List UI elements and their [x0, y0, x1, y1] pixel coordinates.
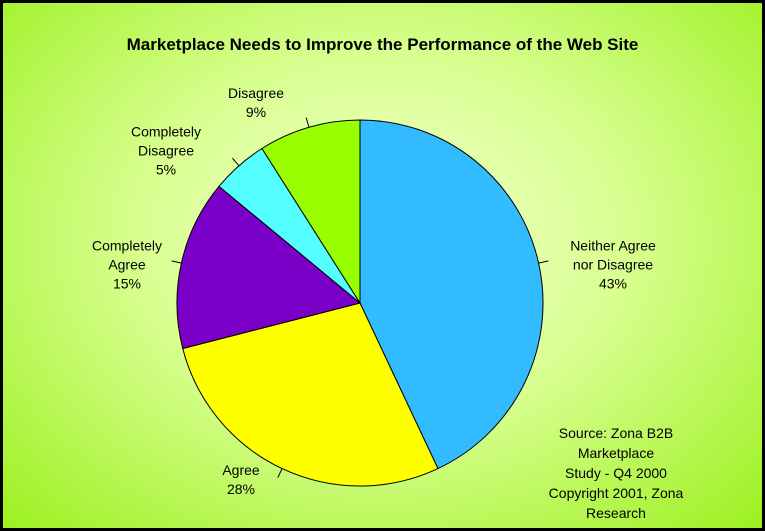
- leader-line: [305, 117, 310, 128]
- pie-slice: [261, 119, 361, 305]
- value-label: 28%: [226, 481, 256, 497]
- leader-line: [231, 157, 240, 167]
- value-label: 5%: [155, 161, 177, 178]
- source-note: Source: Zona B2B Marketplace Study - Q4 …: [548, 425, 684, 521]
- chart-title: Marketplace Needs to Improve the Perform…: [126, 35, 639, 54]
- slice-label: Completely Agree 15%: [92, 237, 162, 294]
- leader-line: [277, 468, 283, 478]
- category-label: Completely Disagree: [130, 123, 202, 159]
- value-label: 9%: [245, 104, 267, 120]
- pie-area: [171, 117, 549, 487]
- value-label: 43%: [598, 275, 628, 292]
- category-label: Completely Agree: [91, 237, 163, 273]
- slice-label: Disagree 9%: [228, 84, 284, 122]
- slice-label: Agree 28%: [222, 461, 259, 499]
- leader-line: [538, 260, 549, 264]
- pie-slice: [182, 302, 439, 487]
- category-label: Neither Agree nor Disagree: [570, 237, 656, 273]
- pie-slice: [359, 119, 544, 470]
- leader-line: [171, 260, 182, 264]
- value-label: 15%: [112, 275, 142, 292]
- category-label: Agree: [222, 462, 260, 478]
- slice-label: Neither Agree nor Disagree 43%: [570, 237, 656, 294]
- category-label: Disagree: [227, 85, 285, 101]
- slice-label: Completely Disagree 5%: [131, 123, 201, 180]
